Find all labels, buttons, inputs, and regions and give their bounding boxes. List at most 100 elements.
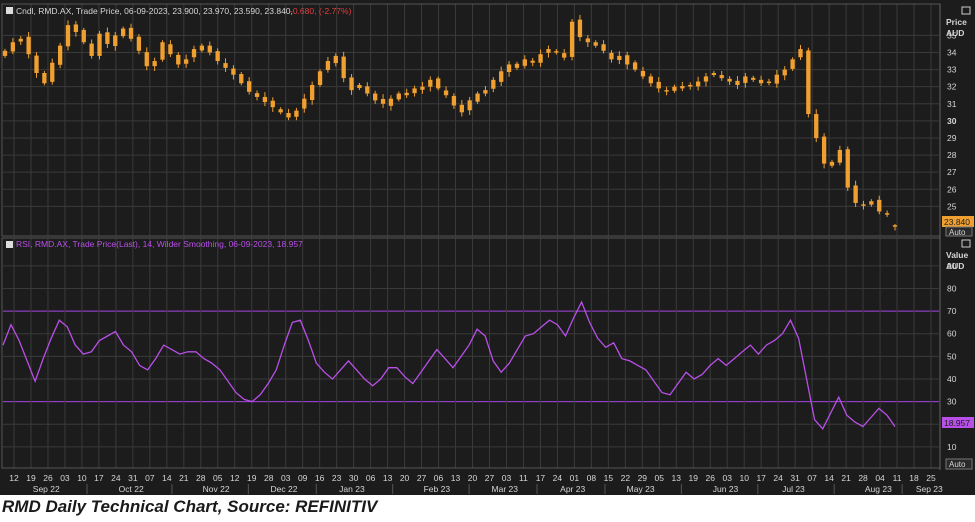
candle-body xyxy=(57,45,63,65)
x-day-label: 06 xyxy=(366,473,376,483)
price-candles xyxy=(2,14,898,231)
price-candle xyxy=(113,31,118,51)
price-candle xyxy=(688,82,693,90)
price-candle xyxy=(412,85,417,97)
candle-body xyxy=(806,50,811,115)
price-candle xyxy=(845,146,850,191)
price-candle xyxy=(341,51,346,83)
price-candle xyxy=(89,39,94,59)
candle-body xyxy=(199,45,205,51)
x-day-label: 22 xyxy=(621,473,631,483)
candle-body xyxy=(357,84,362,89)
price-candle xyxy=(451,93,457,109)
price-tick-label: 29 xyxy=(947,133,957,143)
price-candle xyxy=(136,34,142,55)
price-candle xyxy=(483,85,488,97)
price-candle xyxy=(609,50,614,63)
price-candle xyxy=(814,109,819,143)
candle-body xyxy=(223,63,228,68)
candle-body xyxy=(593,42,598,46)
x-day-label: 06 xyxy=(434,473,444,483)
price-candle xyxy=(2,48,8,58)
price-candle xyxy=(569,18,575,61)
price-auto-button[interactable] xyxy=(945,226,973,237)
price-tick-label: 33 xyxy=(947,65,957,75)
rsi-last-value: 18.957 xyxy=(944,418,970,428)
candle-body xyxy=(317,71,323,85)
price-candle xyxy=(168,40,173,57)
candle-body xyxy=(239,74,244,84)
price-candle xyxy=(365,82,370,97)
candle-body xyxy=(751,77,756,80)
price-candle xyxy=(105,27,110,49)
rsi-series xyxy=(2,300,896,430)
price-candle xyxy=(443,86,449,98)
x-day-label: 28 xyxy=(858,473,868,483)
candle-body xyxy=(50,62,55,82)
price-candle xyxy=(310,81,315,105)
candle-body xyxy=(522,59,527,66)
candle-body xyxy=(412,88,417,94)
price-candle xyxy=(420,81,425,94)
candle-body xyxy=(845,149,850,188)
candle-body xyxy=(625,55,630,65)
candle-body xyxy=(585,38,590,43)
rsi-tick-label: 50 xyxy=(947,351,957,361)
price-candle xyxy=(751,75,756,82)
x-day-label: 19 xyxy=(247,473,257,483)
price-candle xyxy=(325,56,331,73)
rsi-collapse-icon[interactable] xyxy=(6,241,13,248)
price-candle xyxy=(254,90,260,101)
price-panel-close-icon[interactable] xyxy=(961,6,971,15)
x-day-label: 11 xyxy=(893,473,902,483)
price-collapse-icon[interactable] xyxy=(6,7,13,14)
x-month-label: Jan 23 xyxy=(339,484,365,494)
x-day-label: 05 xyxy=(213,473,223,483)
price-candle xyxy=(404,88,409,98)
technical-chart: 25 26 27 28 29 30 31 32 33 34 35 10 20 30 40 50 60 70 80 90… xyxy=(0,0,975,495)
candle-body xyxy=(176,54,181,65)
price-candle xyxy=(617,51,622,65)
candle-body xyxy=(73,24,79,32)
price-axis-title: Price xyxy=(946,17,967,27)
price-candle xyxy=(152,57,157,71)
price-candle xyxy=(160,40,165,62)
x-month-label: Aug 23 xyxy=(865,484,892,494)
price-candle xyxy=(270,97,275,112)
price-candle xyxy=(782,66,787,81)
price-candle xyxy=(680,81,685,92)
price-candle xyxy=(333,53,338,67)
price-candle xyxy=(128,23,134,42)
rsi-auto-label[interactable]: Auto xyxy=(949,460,966,469)
price-candle xyxy=(223,58,228,72)
chart-caption: RMD Daily Technical Chart, Source: REFIN… xyxy=(2,497,378,516)
x-day-label: 19 xyxy=(26,473,36,483)
price-candle xyxy=(499,66,504,86)
candle-body xyxy=(420,86,425,90)
x-month-label: Feb 23 xyxy=(424,484,451,494)
x-day-label: 15 xyxy=(604,473,614,483)
price-tick-label: 30 xyxy=(947,116,957,126)
price-tick-label: 27 xyxy=(947,167,957,177)
candle-body xyxy=(294,110,299,117)
candle-body xyxy=(569,21,575,57)
price-candle xyxy=(286,108,291,121)
candle-body xyxy=(97,33,102,56)
price-candle xyxy=(57,42,63,69)
price-candle xyxy=(703,73,709,87)
price-candle xyxy=(664,86,669,96)
candle-body xyxy=(735,80,740,85)
x-day-label: 10 xyxy=(77,473,87,483)
price-candle xyxy=(625,51,630,70)
x-day-label: 05 xyxy=(655,473,665,483)
candle-body xyxy=(168,44,173,55)
rsi-panel-close-icon[interactable] xyxy=(961,239,971,248)
candle-body xyxy=(262,96,268,103)
price-auto-label[interactable]: Auto xyxy=(949,228,966,237)
candle-body xyxy=(65,25,71,47)
price-candle xyxy=(262,92,268,107)
x-axis: 12 19 26 03 10 17 24 31 07 14 21 28 05 12 19 28 03 09 16 23… xyxy=(0,470,975,495)
price-tick-label: 35 xyxy=(947,30,957,40)
rsi-auto-button[interactable] xyxy=(945,458,973,470)
price-candle xyxy=(317,69,323,88)
